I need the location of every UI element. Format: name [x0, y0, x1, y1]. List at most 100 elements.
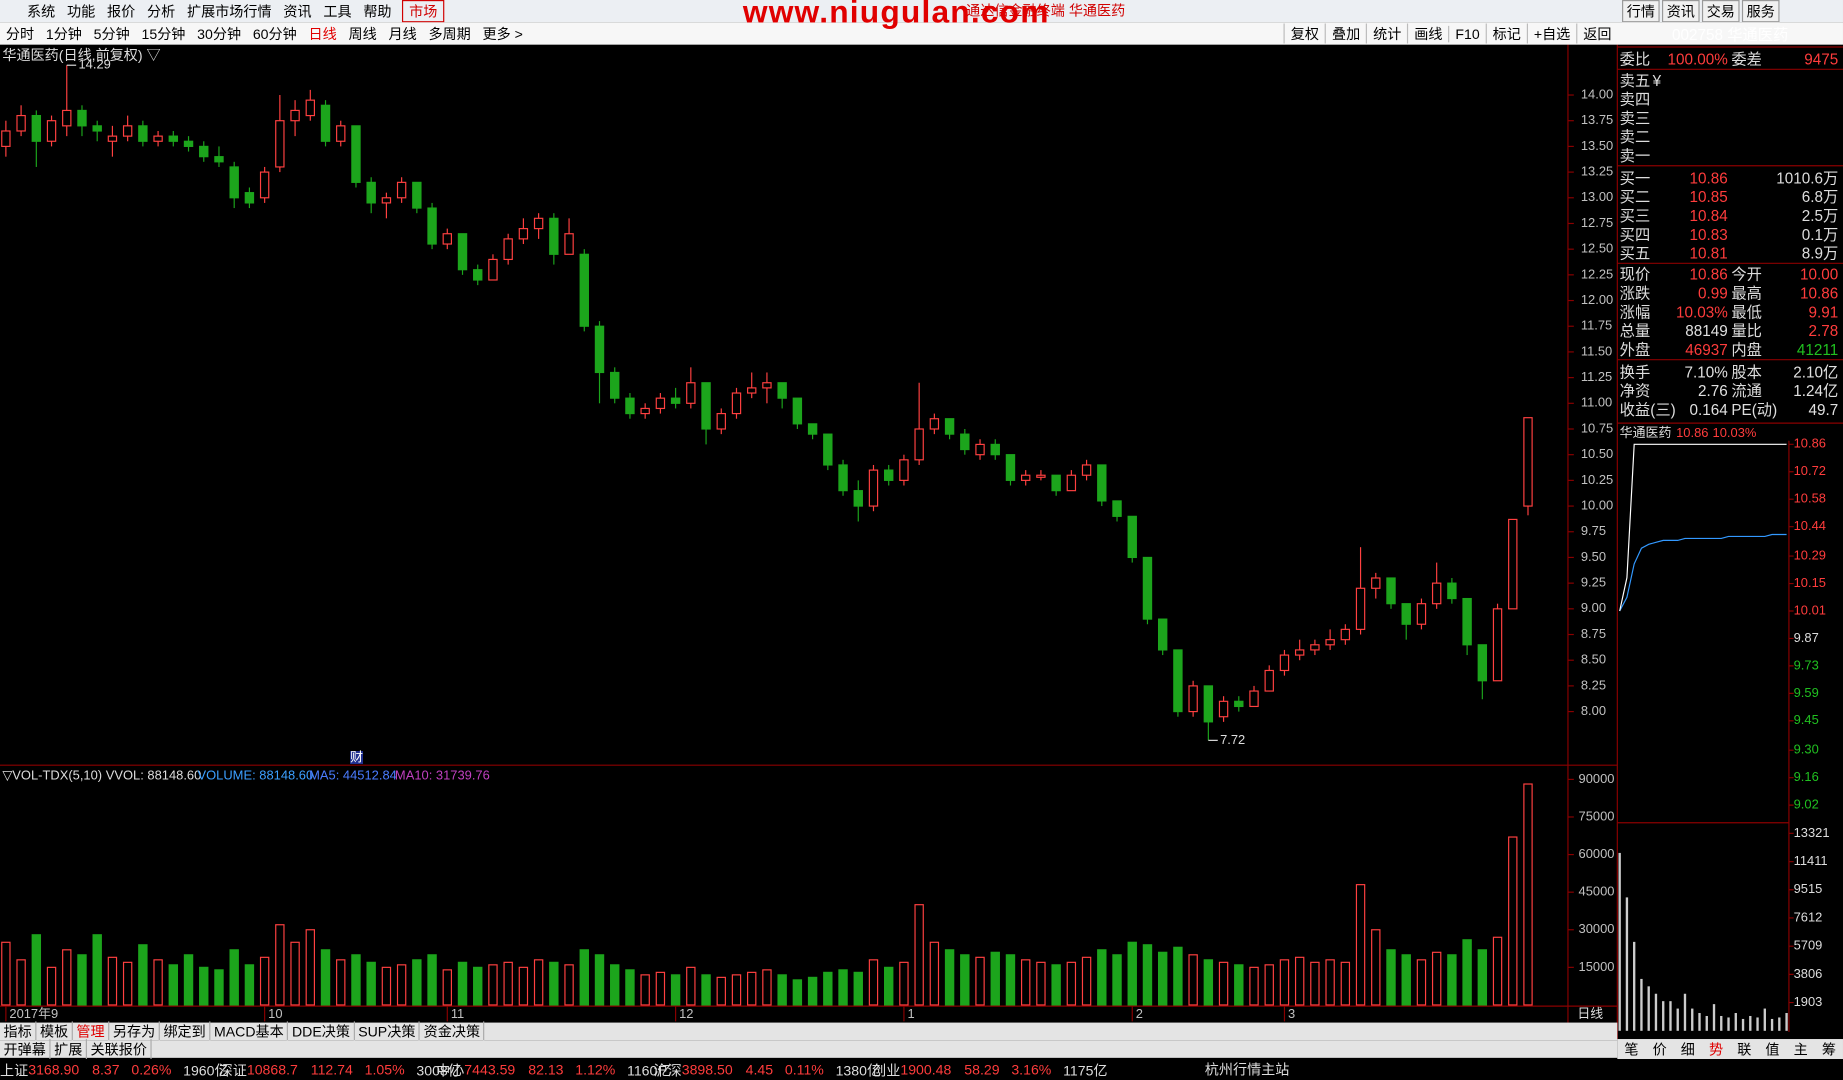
top-button[interactable]: 资讯 — [1662, 0, 1700, 23]
indicator-tab[interactable]: 指标 — [0, 1021, 37, 1042]
tool-button[interactable]: 画线 — [1407, 23, 1448, 44]
x-tick-label: 2 — [1136, 1006, 1143, 1021]
detail-tab[interactable]: 笔 — [1624, 1041, 1639, 1058]
period-button[interactable]: 更多 > — [482, 25, 523, 43]
menu-item[interactable]: 分析 — [146, 3, 176, 20]
volume-bar — [183, 954, 194, 1006]
period-button[interactable]: 月线 — [388, 25, 417, 43]
volume-bar — [1477, 949, 1488, 1006]
period-button[interactable]: 周线 — [348, 25, 377, 43]
volume-bar — [1340, 961, 1351, 1006]
indicator-tab[interactable]: DDE决策 — [288, 1021, 355, 1042]
period-button[interactable]: 15分钟 — [141, 25, 186, 43]
volume-legend: MA10: 31739.76 — [394, 768, 490, 783]
candle-body — [807, 423, 818, 435]
top-button[interactable]: 交易 — [1701, 0, 1740, 23]
menu-item[interactable]: 系统 — [27, 3, 56, 20]
extra-tab[interactable]: 开弹幕 — [0, 1039, 51, 1060]
buy-price: 10.85 — [1689, 188, 1728, 206]
indicator-tab[interactable]: MACD基本 — [210, 1021, 289, 1042]
indicator-tab[interactable]: 管理 — [73, 1021, 110, 1042]
period-button[interactable]: 分时 — [5, 25, 35, 43]
x-tick-label: 12 — [679, 1006, 693, 1021]
top-button[interactable]: 行情 — [1622, 0, 1660, 23]
detail-tab[interactable]: 筹 — [1821, 1041, 1836, 1058]
buy-label: 买一 — [1619, 169, 1651, 187]
menu-item[interactable]: 工具 — [323, 3, 352, 20]
detail-tab[interactable]: 值 — [1765, 1041, 1780, 1058]
indicator-tab[interactable]: SUP决策 — [355, 1021, 421, 1042]
y-tick-label: 10.58 — [1794, 491, 1826, 506]
tool-button[interactable]: 复权 — [1283, 23, 1325, 44]
indicator-tab[interactable]: 另存为 — [109, 1021, 160, 1042]
quote-value: 0.164 — [1689, 400, 1728, 419]
top-button[interactable]: 服务 — [1741, 0, 1780, 23]
detail-tab[interactable]: 细 — [1680, 1041, 1695, 1058]
detail-tab[interactable]: 价 — [1652, 1041, 1667, 1058]
period-button[interactable]: 5分钟 — [93, 25, 130, 43]
volume-bar — [1203, 959, 1214, 1006]
tool-button[interactable]: +自选 — [1526, 23, 1576, 44]
intraday-volume — [1654, 993, 1658, 1031]
menu-item[interactable]: 扩展市场行情 — [186, 3, 272, 20]
candle-body — [1127, 515, 1137, 559]
intraday-price: 10.86 — [1676, 426, 1709, 441]
y-tick-label: 9.16 — [1794, 769, 1819, 784]
candle-body — [473, 269, 483, 281]
candle-body — [1264, 669, 1274, 692]
tool-button[interactable]: 叠加 — [1324, 23, 1366, 44]
y-tick-label: 10.75 — [1581, 420, 1613, 435]
candle-body — [777, 382, 787, 399]
detail-tab[interactable]: 联 — [1737, 1041, 1752, 1058]
tool-button[interactable]: 返回 — [1576, 23, 1617, 44]
menu-item[interactable]: 资讯 — [283, 3, 312, 20]
sell-label: 卖五 — [1619, 71, 1651, 90]
tool-button[interactable]: F10 — [1448, 25, 1485, 42]
extra-tab[interactable]: 扩展 — [51, 1039, 88, 1060]
y-tick-label: 10.72 — [1794, 463, 1826, 478]
menu-item[interactable]: 帮助 — [363, 3, 392, 20]
indicator-tab[interactable]: 绑定到 — [160, 1021, 211, 1042]
indicator-tab[interactable]: 资金决策 — [420, 1021, 485, 1042]
quote-value: 100.00% — [1667, 50, 1728, 69]
index-name: 深证 — [218, 1061, 247, 1079]
y-tick-label: 13.25 — [1581, 163, 1613, 178]
tool-button[interactable]: 统计 — [1366, 23, 1407, 44]
menu-item[interactable]: 报价 — [106, 3, 136, 20]
period-button[interactable]: 30分钟 — [197, 25, 242, 43]
quote-value: 49.7 — [1808, 400, 1839, 419]
detail-tab[interactable]: 势 — [1708, 1041, 1724, 1058]
candle-body — [1325, 639, 1335, 646]
volume-bar — [503, 961, 513, 1006]
marker: 财 — [350, 750, 363, 765]
y-tick-label: 8.75 — [1581, 626, 1606, 641]
tool-button[interactable]: 标记 — [1485, 23, 1527, 44]
index-amount: 1160亿 — [627, 1061, 672, 1079]
period-button[interactable]: 多周期 — [428, 25, 471, 43]
volume-bar — [747, 971, 757, 1006]
detail-tab[interactable]: 主 — [1793, 1041, 1808, 1058]
index-value: 10868.7 — [246, 1061, 298, 1078]
menu-item[interactable]: 功能 — [67, 3, 96, 20]
intraday-volume — [1698, 1013, 1701, 1031]
period-button[interactable]: 60分钟 — [252, 25, 297, 43]
y-tick-label: 10.50 — [1581, 446, 1613, 461]
candle-body — [1279, 654, 1290, 672]
buy-label: 买四 — [1619, 225, 1651, 244]
candle-body — [214, 156, 224, 163]
extra-tab[interactable]: 关联报价 — [87, 1039, 152, 1060]
period-button[interactable]: 日线 — [308, 25, 337, 43]
volume-bar — [625, 969, 635, 1006]
quote-value: 9475 — [1804, 50, 1839, 69]
sell-note: ¥ — [1652, 71, 1662, 90]
index-pct: 1.05% — [364, 1061, 405, 1078]
candle-body — [1431, 582, 1442, 605]
x-tick-label: 11 — [451, 1006, 464, 1021]
period-button[interactable]: 1分钟 — [45, 25, 82, 43]
indicator-tab[interactable]: 模板 — [36, 1021, 73, 1042]
quote-value: 10.86 — [1689, 265, 1728, 284]
y-tick-label: 9.59 — [1794, 685, 1819, 700]
market-button[interactable]: 市场 — [402, 0, 445, 23]
volume-bar — [884, 966, 894, 1006]
candle-body — [1401, 603, 1411, 625]
